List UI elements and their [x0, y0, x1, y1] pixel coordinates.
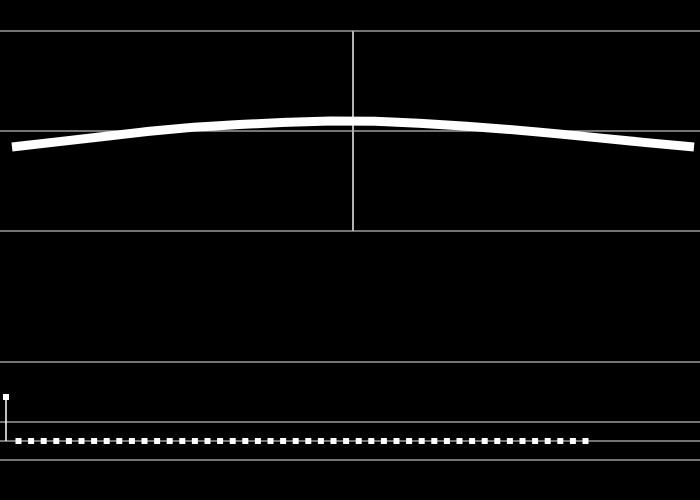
sample-marker [532, 438, 539, 444]
waveform-trace [11, 116, 695, 152]
sample-marker [166, 438, 173, 444]
sample-marker [443, 438, 450, 444]
sample-marker [229, 438, 236, 444]
sample-marker [330, 438, 337, 444]
sample-marker [431, 438, 438, 444]
sample-marker [141, 438, 148, 444]
sample-marker [393, 438, 400, 444]
sample-marker [557, 438, 564, 444]
sample-marker [280, 438, 287, 444]
sample-marker [305, 438, 312, 444]
sample-marker [15, 438, 22, 444]
sample-marker [65, 438, 72, 444]
sample-marker [179, 438, 186, 444]
sample-marker [494, 438, 501, 444]
sample-marker [217, 438, 224, 444]
sample-marker [355, 438, 362, 444]
sample-marker [267, 438, 274, 444]
upper-waveform-panel [0, 30, 700, 232]
sample-markers [3, 394, 589, 444]
sample-marker [343, 438, 350, 444]
sample-marker [191, 438, 198, 444]
sample-marker [128, 438, 135, 444]
sample-marker [91, 438, 98, 444]
sample-marker [78, 438, 85, 444]
sample-marker [519, 438, 526, 444]
sample-marker [204, 438, 211, 444]
sample-marker [242, 438, 249, 444]
sample-marker [53, 438, 60, 444]
sample-marker [116, 438, 123, 444]
sample-marker [406, 438, 413, 444]
sample-marker [456, 438, 463, 444]
sample-marker [481, 438, 488, 444]
sample-marker [3, 394, 9, 400]
sample-marker [368, 438, 375, 444]
sample-marker [418, 438, 425, 444]
sample-marker [103, 438, 110, 444]
sample-marker [154, 438, 161, 444]
sample-marker [380, 438, 387, 444]
sample-marker [582, 438, 589, 444]
sample-marker [569, 438, 576, 444]
sample-marker [469, 438, 476, 444]
lower-sample-panel [0, 361, 700, 461]
sample-marker [292, 438, 299, 444]
sample-marker [40, 438, 47, 444]
sample-marker [544, 438, 551, 444]
sample-marker [254, 438, 261, 444]
sample-marker [506, 438, 513, 444]
sample-marker [28, 438, 35, 444]
sample-marker [317, 438, 324, 444]
